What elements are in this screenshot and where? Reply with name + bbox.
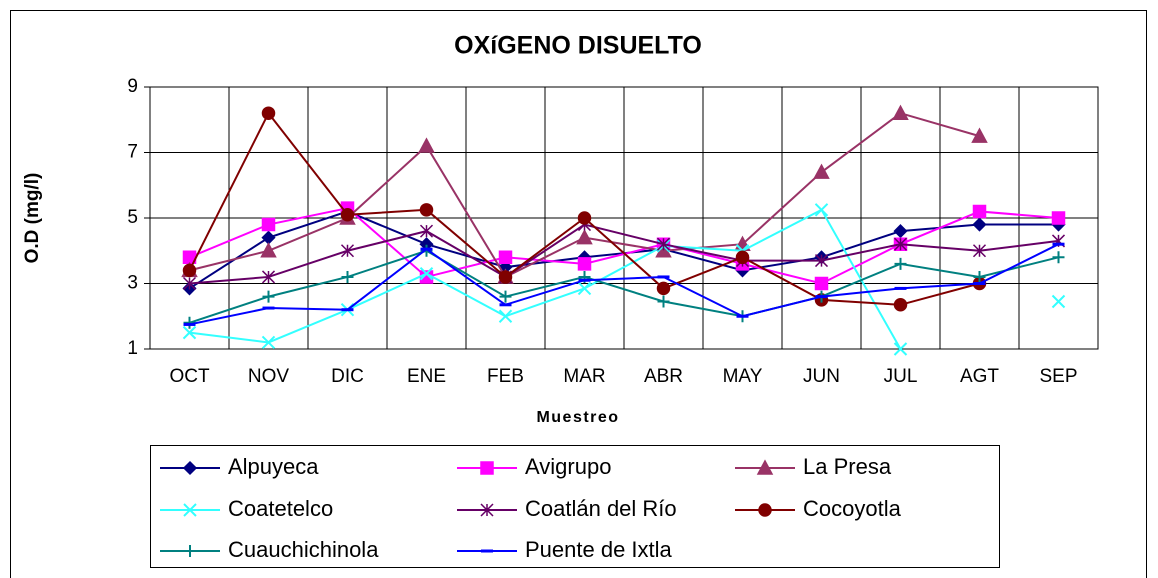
marker <box>893 298 908 312</box>
x-tick-label: JUL <box>884 366 918 387</box>
y-tick-label: 7 <box>127 142 138 163</box>
marker <box>577 281 592 296</box>
marker <box>418 137 435 153</box>
legend-label: Cuauchichinola <box>228 537 379 562</box>
legend-label: La Presa <box>803 454 892 479</box>
legend-marker <box>758 503 772 517</box>
marker <box>499 290 512 303</box>
marker <box>893 224 908 239</box>
x-tick-label: NOV <box>248 366 290 387</box>
marker <box>893 237 908 251</box>
legend-label: Puente de Ixtla <box>525 537 673 562</box>
x-tick-label: MAY <box>723 366 763 387</box>
x-tick-label: SEP <box>1039 366 1077 387</box>
marker <box>182 276 197 291</box>
legend-label: Alpuyeca <box>228 454 319 479</box>
marker <box>576 229 593 245</box>
marker <box>262 290 275 303</box>
marker <box>735 250 750 265</box>
marker <box>973 270 986 283</box>
marker <box>419 203 434 217</box>
y-axis-label: O.D (mg/l) <box>22 173 43 264</box>
x-tick-label: FEB <box>487 366 524 387</box>
marker <box>261 106 276 120</box>
x-tick-label: DIC <box>331 366 364 387</box>
marker <box>971 127 988 143</box>
x-tick-label: JUN <box>803 366 840 387</box>
legend-marker <box>183 503 197 517</box>
marker <box>260 242 277 258</box>
marker <box>577 257 592 271</box>
legend-label: Avigrupo <box>525 454 611 479</box>
marker <box>341 270 354 283</box>
marker <box>894 257 907 270</box>
marker <box>892 104 909 120</box>
marker <box>657 295 670 308</box>
marker <box>419 224 434 238</box>
marker <box>814 254 829 268</box>
marker <box>261 217 276 232</box>
marker <box>577 211 592 225</box>
marker <box>814 276 829 291</box>
marker <box>972 204 987 219</box>
x-tick-label: MAR <box>563 366 605 387</box>
marker <box>261 335 276 350</box>
legend-marker <box>184 545 196 557</box>
marker <box>419 266 434 281</box>
y-tick-label: 9 <box>127 76 138 97</box>
x-tick-label: ENE <box>407 366 446 387</box>
legend-label: Coatlán del Río <box>525 496 677 521</box>
marker <box>182 325 197 340</box>
marker <box>893 342 908 356</box>
y-tick-label: 1 <box>127 338 138 359</box>
legend-marker <box>182 460 198 476</box>
marker <box>1051 211 1066 225</box>
marker <box>498 309 513 323</box>
chart-title: OXíGENO DISUELTO <box>454 32 702 60</box>
marker <box>340 244 355 258</box>
marker <box>814 203 829 217</box>
marker <box>182 263 197 278</box>
legend-marker <box>756 459 774 475</box>
marker <box>656 237 671 251</box>
series-line <box>189 249 1059 324</box>
y-tick-label: 3 <box>127 273 138 294</box>
x-tick-label: OCT <box>169 366 210 387</box>
series-line <box>189 223 1059 285</box>
series-line <box>189 243 1059 326</box>
marker <box>813 163 830 179</box>
x-axis-label: Muestreo <box>536 409 619 426</box>
x-tick-label: ABR <box>644 366 683 387</box>
marker <box>498 250 513 265</box>
marker <box>656 281 671 296</box>
y-tick-label: 5 <box>127 207 138 228</box>
legend-label: Coatetelco <box>228 496 333 521</box>
legend-box <box>150 445 1000 568</box>
x-tick-label: AGT <box>960 366 999 387</box>
marker <box>1052 251 1065 264</box>
marker <box>182 250 197 265</box>
legend-label: Cocoyotla <box>803 496 902 521</box>
marker <box>1051 294 1066 309</box>
marker <box>972 244 987 258</box>
marker <box>498 270 513 284</box>
marker <box>972 217 987 232</box>
marker <box>340 207 355 222</box>
legend-marker <box>480 461 494 475</box>
marker <box>261 270 276 284</box>
legend-marker <box>480 503 494 517</box>
